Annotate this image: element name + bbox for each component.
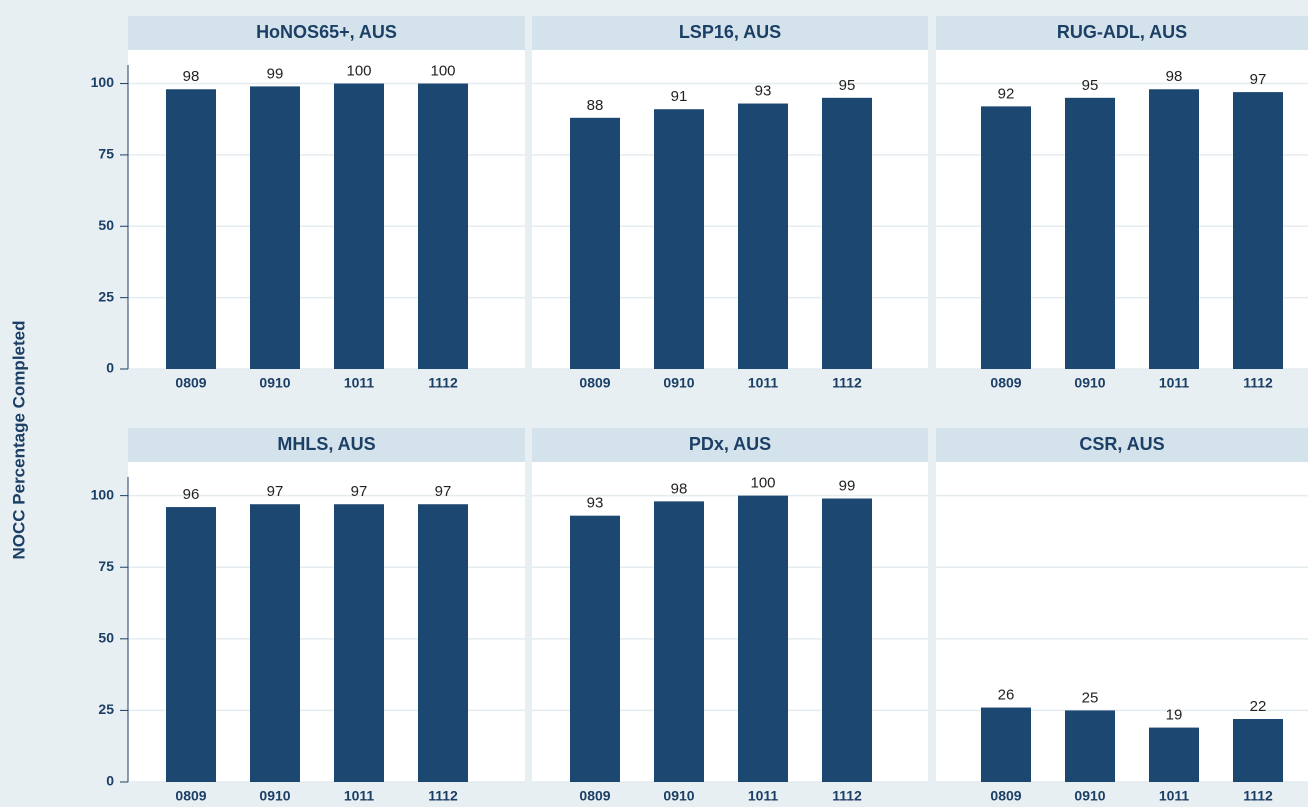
- value-label: 97: [267, 483, 284, 500]
- x-tick-label: 0809: [579, 788, 610, 804]
- value-label: 93: [587, 495, 604, 512]
- bar: [334, 504, 384, 782]
- value-label: 97: [435, 483, 452, 500]
- panel-header: [936, 16, 1308, 50]
- bar: [1233, 92, 1283, 369]
- bar: [738, 495, 788, 782]
- x-tick-label: 0809: [175, 375, 206, 391]
- bar: [654, 109, 704, 370]
- value-label: 100: [750, 475, 775, 492]
- y-tick-label: 25: [98, 288, 114, 304]
- bar: [1149, 89, 1199, 369]
- bar: [250, 504, 300, 782]
- value-label: 100: [430, 63, 455, 80]
- value-label: 95: [1082, 77, 1099, 94]
- x-tick-label: 0809: [175, 788, 206, 804]
- x-tick-label: 1011: [748, 375, 779, 391]
- value-label: 93: [755, 82, 772, 99]
- bar: [166, 89, 216, 369]
- value-label: 100: [346, 63, 371, 80]
- x-tick-label: 1112: [832, 375, 862, 391]
- x-tick-label: 0910: [663, 788, 694, 804]
- panel-header: [128, 16, 525, 50]
- bar: [418, 504, 468, 782]
- bar: [166, 507, 216, 782]
- value-label: 26: [998, 687, 1015, 704]
- x-tick-label: 0910: [1074, 375, 1105, 391]
- value-label: 98: [671, 480, 688, 497]
- bar: [570, 117, 620, 369]
- x-tick-label: 0910: [259, 788, 290, 804]
- bar: [822, 97, 872, 370]
- bar: [654, 501, 704, 782]
- value-label: 25: [1082, 689, 1099, 706]
- x-tick-label: 1011: [1159, 788, 1190, 804]
- x-tick-label: 1112: [1243, 375, 1273, 391]
- y-axis-label: NOCC Percentage Completed: [9, 321, 28, 560]
- panel-title: HoNOS65+, AUS: [256, 22, 397, 42]
- bar: [334, 83, 384, 369]
- x-tick-label: 1011: [748, 788, 779, 804]
- y-tick-label: 25: [98, 701, 114, 717]
- value-label: 96: [183, 486, 200, 503]
- y-tick-label: 0: [106, 360, 114, 376]
- panel-title: MHLS, AUS: [277, 434, 375, 454]
- x-tick-label: 0910: [663, 375, 694, 391]
- bar: [738, 103, 788, 369]
- bar: [1149, 727, 1199, 782]
- x-tick-label: 1112: [1243, 788, 1273, 804]
- x-tick-label: 1112: [832, 788, 862, 804]
- x-tick-label: 1011: [1159, 375, 1190, 391]
- bar: [1065, 97, 1115, 370]
- x-tick-label: 1112: [428, 375, 458, 391]
- x-tick-label: 1011: [344, 375, 375, 391]
- value-label: 98: [1166, 68, 1183, 85]
- bar: [418, 83, 468, 369]
- y-tick-label: 50: [98, 217, 114, 233]
- x-tick-label: 0809: [990, 375, 1021, 391]
- x-tick-label: 0910: [1074, 788, 1105, 804]
- panel-header: [532, 428, 928, 462]
- bar: [981, 707, 1031, 782]
- x-tick-label: 0910: [259, 375, 290, 391]
- bar: [981, 106, 1031, 369]
- panel-header: [128, 428, 525, 462]
- x-tick-label: 0809: [990, 788, 1021, 804]
- value-label: 92: [998, 85, 1015, 102]
- bar: [570, 515, 620, 782]
- x-tick-label: 0809: [579, 375, 610, 391]
- value-label: 99: [267, 65, 284, 82]
- x-tick-label: 1112: [428, 788, 458, 804]
- value-label: 22: [1250, 698, 1267, 715]
- panel-header: [936, 428, 1308, 462]
- panel-title: LSP16, AUS: [679, 22, 781, 42]
- bar: [250, 86, 300, 370]
- value-label: 19: [1166, 707, 1183, 724]
- y-tick-label: 100: [91, 486, 115, 502]
- panel-title: RUG-ADL, AUS: [1057, 22, 1187, 42]
- x-tick-label: 1011: [344, 788, 375, 804]
- y-tick-label: 50: [98, 630, 114, 646]
- y-tick-label: 75: [98, 558, 114, 574]
- panel-title: PDx, AUS: [689, 434, 771, 454]
- value-label: 99: [839, 477, 856, 494]
- value-label: 97: [351, 483, 368, 500]
- bar: [1233, 719, 1283, 782]
- panel-title: CSR, AUS: [1079, 434, 1164, 454]
- value-label: 95: [839, 77, 856, 94]
- value-label: 97: [1250, 71, 1267, 88]
- value-label: 88: [587, 97, 604, 114]
- panel-header: [532, 16, 928, 50]
- bar: [822, 498, 872, 782]
- value-label: 91: [671, 88, 688, 105]
- y-tick-label: 0: [106, 773, 114, 789]
- value-label: 98: [183, 68, 200, 85]
- y-tick-label: 100: [91, 74, 115, 90]
- y-tick-label: 75: [98, 146, 114, 162]
- bar: [1065, 710, 1115, 782]
